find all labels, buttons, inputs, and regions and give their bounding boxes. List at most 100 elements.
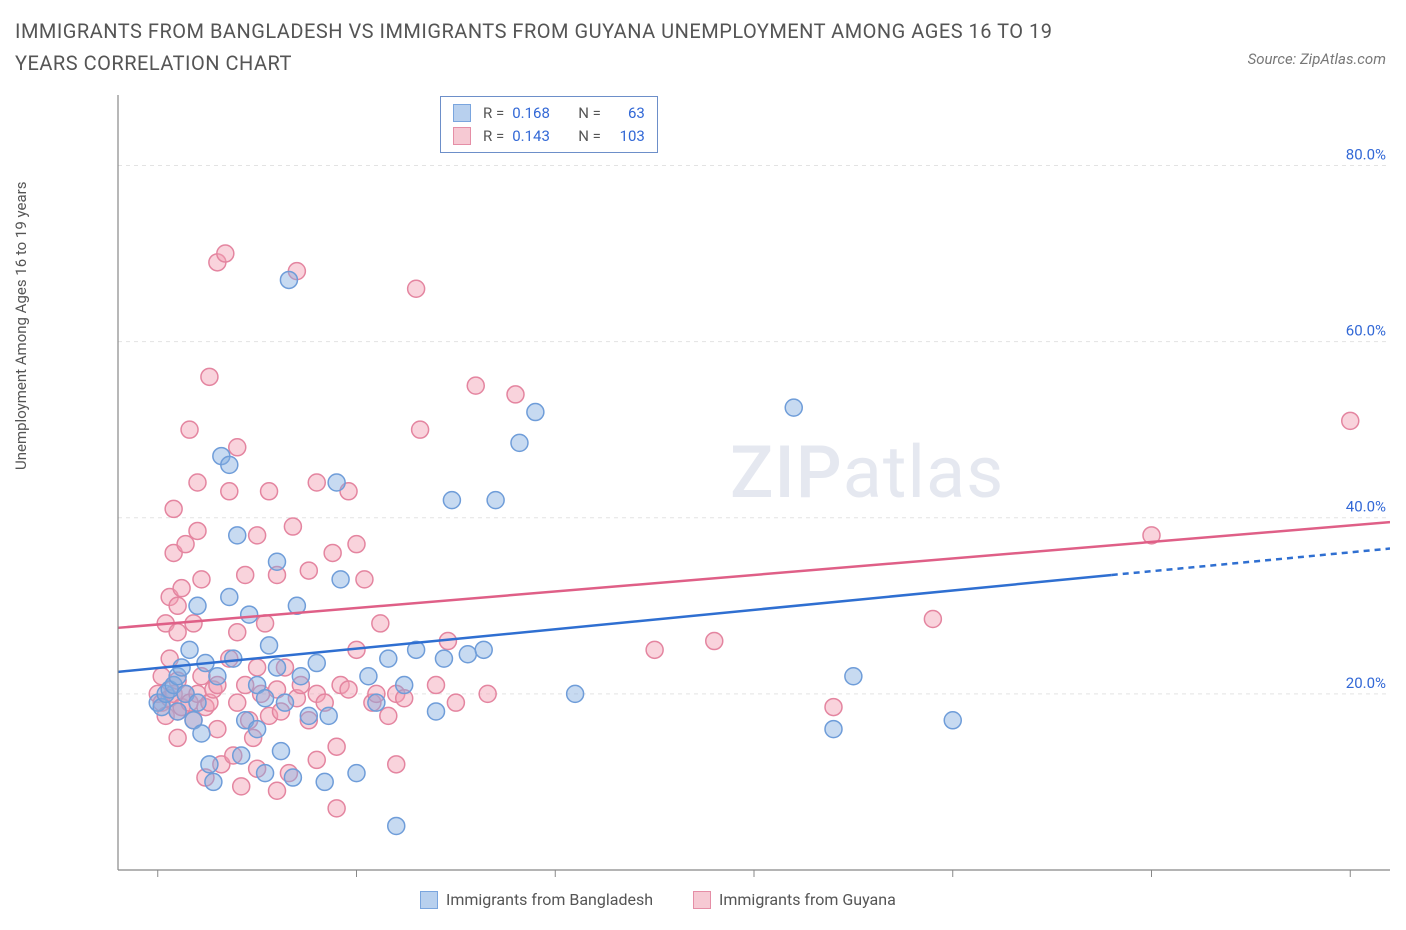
guyana-point — [467, 377, 484, 394]
bangladesh-point — [221, 588, 238, 605]
bangladesh-point — [201, 756, 218, 773]
chart-area: 20.0%40.0%60.0%80.0%0.0%30.0% — [60, 95, 1390, 880]
bangladesh-point — [225, 650, 242, 667]
guyana-point — [706, 633, 723, 650]
bangladesh-point — [316, 773, 333, 790]
svg-text:20.0%: 20.0% — [1346, 674, 1386, 692]
bangladesh-point — [475, 641, 492, 658]
guyana-point — [201, 368, 218, 385]
bangladesh-point — [380, 650, 397, 667]
bangladesh-point — [944, 712, 961, 729]
bangladesh-point — [189, 597, 206, 614]
bangladesh-point — [205, 773, 222, 790]
legend-swatch — [453, 127, 471, 145]
legend-label: Immigrants from Guyana — [719, 890, 896, 909]
bangladesh-point — [511, 434, 528, 451]
guyana-point — [308, 474, 325, 491]
series-legend: Immigrants from Bangladesh Immigrants fro… — [420, 890, 896, 909]
legend-row: R =0.168N =63 — [453, 102, 645, 125]
guyana-point — [269, 782, 286, 799]
guyana-point — [165, 500, 182, 517]
bangladesh-point — [300, 707, 317, 724]
guyana-point — [646, 641, 663, 658]
guyana-point — [447, 694, 464, 711]
bangladesh-point — [221, 456, 238, 473]
bangladesh-point — [332, 571, 349, 588]
guyana-point — [507, 386, 524, 403]
legend-item: Immigrants from Guyana — [693, 890, 896, 909]
guyana-point — [217, 245, 234, 262]
bangladesh-point — [845, 668, 862, 685]
guyana-point — [372, 615, 389, 632]
legend-swatch — [420, 891, 438, 909]
guyana-point — [1342, 412, 1359, 429]
guyana-point — [249, 527, 266, 544]
bangladesh-point — [209, 668, 226, 685]
bangladesh-point — [257, 690, 274, 707]
bangladesh-point — [261, 637, 278, 654]
chart-title: IMMIGRANTS FROM BANGLADESH VS IMMIGRANTS… — [15, 15, 1115, 79]
bangladesh-point — [360, 668, 377, 685]
guyana-point — [340, 681, 357, 698]
guyana-point — [185, 615, 202, 632]
guyana-point — [300, 562, 317, 579]
guyana-point — [181, 421, 198, 438]
legend-item: Immigrants from Bangladesh — [420, 890, 653, 909]
guyana-point — [249, 659, 266, 676]
guyana-point — [229, 439, 246, 456]
correlation-legend: R =0.168N =63R =0.143N =103 — [440, 96, 658, 153]
guyana-point — [324, 544, 341, 561]
guyana-point — [169, 597, 186, 614]
guyana-point — [924, 611, 941, 628]
bangladesh-point — [328, 474, 345, 491]
legend-label: Immigrants from Bangladesh — [446, 890, 653, 909]
guyana-point — [169, 729, 186, 746]
guyana-point — [229, 694, 246, 711]
guyana-point — [169, 624, 186, 641]
bangladesh-point — [487, 492, 504, 509]
guyana-point — [479, 685, 496, 702]
svg-text:60.0%: 60.0% — [1346, 322, 1386, 340]
bangladesh-point — [785, 399, 802, 416]
bangladesh-point — [308, 655, 325, 672]
svg-text:40.0%: 40.0% — [1346, 498, 1386, 516]
bangladesh-point — [292, 668, 309, 685]
guyana-point — [189, 474, 206, 491]
source-attribution: Source: ZipAtlas.com — [1248, 50, 1386, 68]
bangladesh-point — [368, 694, 385, 711]
bangladesh-point — [320, 707, 337, 724]
bangladesh-point — [189, 694, 206, 711]
guyana-point — [356, 571, 373, 588]
bangladesh-point — [428, 703, 445, 720]
bangladesh-point — [181, 641, 198, 658]
guyana-point — [221, 483, 238, 500]
guyana-point — [173, 580, 190, 597]
guyana-point — [348, 536, 365, 553]
legend-swatch — [693, 891, 711, 909]
guyana-point — [328, 738, 345, 755]
bangladesh-point — [276, 694, 293, 711]
guyana-point — [229, 624, 246, 641]
guyana-point — [257, 615, 274, 632]
guyana-point — [177, 536, 194, 553]
guyana-point — [412, 421, 429, 438]
scatter-svg: 20.0%40.0%60.0%80.0%0.0%30.0% — [60, 95, 1390, 880]
guyana-point — [380, 707, 397, 724]
bangladesh-point — [257, 765, 274, 782]
bangladesh-point — [249, 721, 266, 738]
guyana-point — [428, 677, 445, 694]
guyana-point — [233, 778, 250, 795]
bangladesh-point — [169, 703, 186, 720]
bangladesh-point — [229, 527, 246, 544]
bangladesh-point — [443, 492, 460, 509]
bangladesh-point — [825, 721, 842, 738]
guyana-point — [189, 522, 206, 539]
bangladesh-point — [396, 677, 413, 694]
guyana-point — [209, 721, 226, 738]
bangladesh-point — [348, 765, 365, 782]
bangladesh-point — [241, 606, 258, 623]
legend-swatch — [453, 104, 471, 122]
guyana-point — [388, 756, 405, 773]
bangladesh-point — [272, 743, 289, 760]
guyana-point — [308, 751, 325, 768]
